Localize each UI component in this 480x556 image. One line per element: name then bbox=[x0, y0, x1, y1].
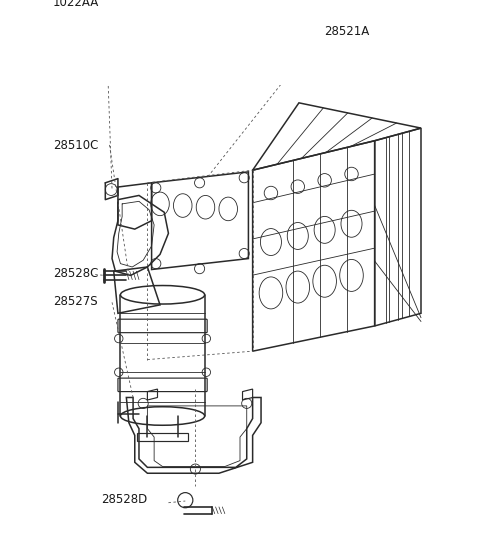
Text: 28510C: 28510C bbox=[53, 139, 98, 152]
Text: 28528D: 28528D bbox=[101, 493, 147, 506]
Text: 1022AA: 1022AA bbox=[53, 0, 99, 9]
Text: 28521A: 28521A bbox=[324, 26, 370, 38]
Text: 28528C: 28528C bbox=[53, 267, 98, 280]
Text: 28527S: 28527S bbox=[53, 295, 98, 308]
